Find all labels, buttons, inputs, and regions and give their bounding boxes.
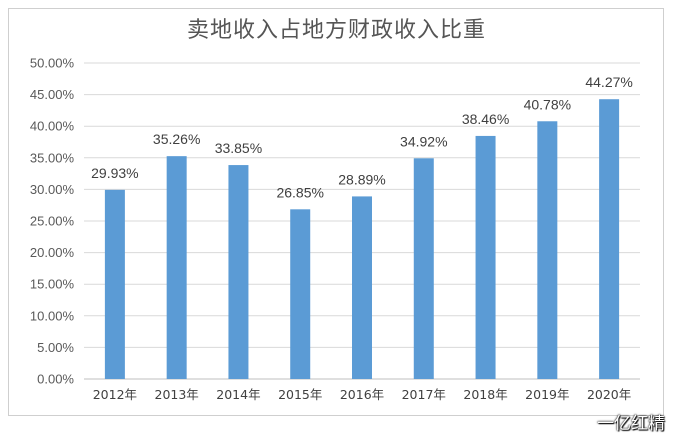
bar xyxy=(104,189,125,379)
data-label: 34.92% xyxy=(400,133,447,149)
bar xyxy=(228,165,249,379)
x-tick-label: 2016年 xyxy=(340,387,384,402)
watermark: 一亿红精 xyxy=(597,414,665,434)
data-label: 40.78% xyxy=(524,96,571,112)
bar xyxy=(166,156,187,379)
y-tick-label: 0.00% xyxy=(37,372,74,387)
y-tick-label: 40.00% xyxy=(30,119,75,134)
data-label: 29.93% xyxy=(91,165,138,181)
x-tick-label: 2013年 xyxy=(155,387,199,402)
x-tick-label: 2015年 xyxy=(278,387,322,402)
bar xyxy=(290,209,311,379)
y-axis-ticks: 0.00% 5.00% 10.00% 15.00% 20.00% 25.00% 30.00%… xyxy=(30,56,75,387)
chart-title: 卖地收入占地方财政收入比重 xyxy=(186,18,486,43)
y-tick-label: 20.00% xyxy=(30,245,75,260)
data-label: 44.27% xyxy=(585,74,632,90)
x-tick-label: 2018年 xyxy=(463,387,507,402)
data-label: 38.46% xyxy=(462,111,509,127)
y-tick-label: 50.00% xyxy=(30,56,75,71)
x-tick-label: 2014年 xyxy=(216,387,260,402)
x-axis-categories: 2012年 2013年 2014年 2015年 2016年 2017年 2018年 2019年… xyxy=(93,387,632,402)
bar xyxy=(475,135,496,379)
x-tick-label: 2012年 xyxy=(93,387,137,402)
bar xyxy=(599,99,620,380)
y-tick-label: 45.00% xyxy=(30,87,75,102)
bars xyxy=(104,99,620,380)
y-tick-label: 15.00% xyxy=(30,277,75,292)
data-label: 33.85% xyxy=(215,140,262,156)
y-tick-label: 10.00% xyxy=(30,308,75,323)
bar xyxy=(413,158,434,379)
y-tick-label: 35.00% xyxy=(30,150,75,165)
data-label: 26.85% xyxy=(276,184,323,200)
y-tick-label: 25.00% xyxy=(30,214,75,229)
x-tick-label: 2017年 xyxy=(402,387,446,402)
bar xyxy=(352,196,372,379)
data-label: 35.26% xyxy=(153,131,200,147)
y-tick-label: 30.00% xyxy=(30,182,75,197)
y-tick-label: 5.00% xyxy=(37,340,74,355)
data-label: 28.89% xyxy=(338,171,385,187)
data-labels: 29.93% 35.26% 33.85% 26.85% 28.89% 34.92% 38.4… xyxy=(91,74,633,200)
x-tick-label: 2020年 xyxy=(587,387,631,402)
x-tick-label: 2019年 xyxy=(525,387,569,402)
bar xyxy=(537,121,558,380)
